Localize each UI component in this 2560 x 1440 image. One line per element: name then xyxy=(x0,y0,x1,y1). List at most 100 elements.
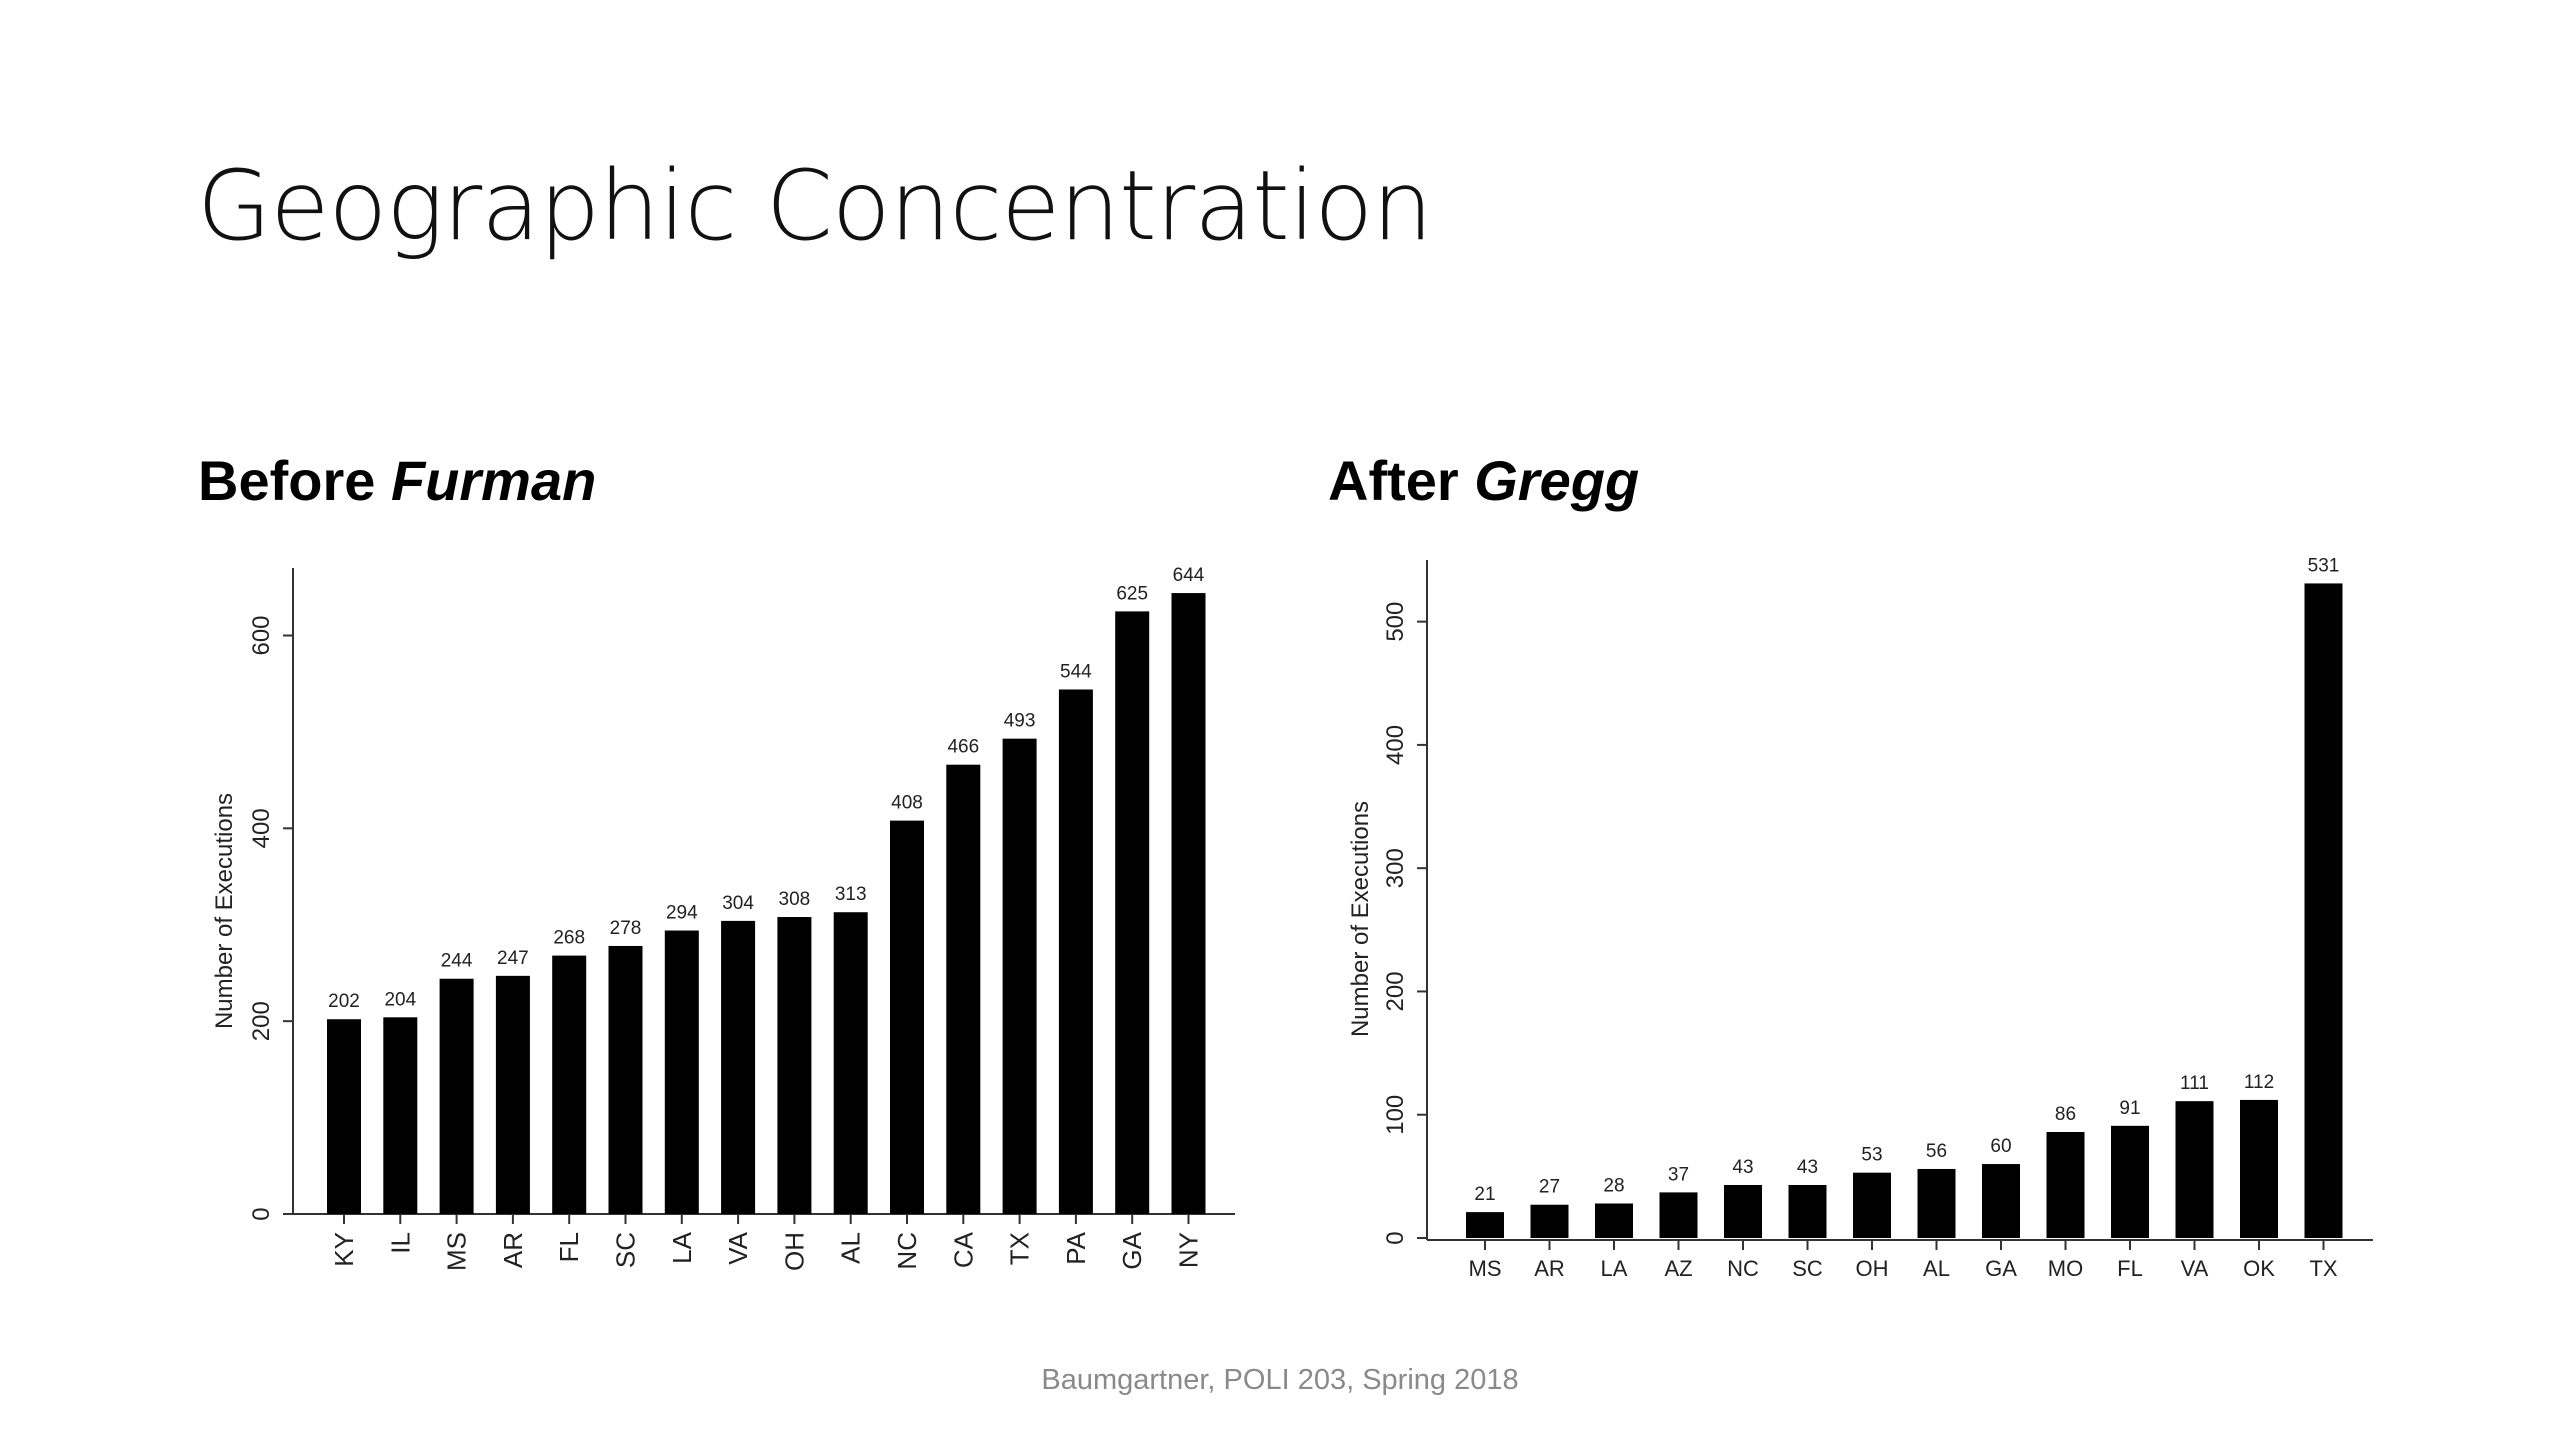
bar xyxy=(1917,1168,1956,1238)
data-label: 408 xyxy=(891,793,923,814)
data-label: 644 xyxy=(1173,565,1205,586)
bar xyxy=(2304,583,2343,1238)
bar xyxy=(608,945,643,1214)
x-tick-label: TX xyxy=(2309,1256,2337,1281)
bar xyxy=(777,917,812,1214)
x-tick-label: NY xyxy=(1174,1232,1204,1268)
y-tick-label: 500 xyxy=(1382,602,1409,642)
y-axis-label: Number of Executions xyxy=(1347,801,1374,1037)
right-panel-title-italic: Gregg xyxy=(1474,449,1640,512)
x-tick-label: SC xyxy=(611,1232,641,1268)
data-label: 531 xyxy=(2308,555,2340,576)
y-tick-label: 300 xyxy=(1382,848,1409,888)
x-tick-label: MO xyxy=(2048,1256,2083,1281)
bar xyxy=(1530,1204,1569,1238)
x-tick-label: GA xyxy=(1985,1256,2017,1281)
x-tick-label: IL xyxy=(385,1232,415,1254)
data-label: 493 xyxy=(1004,711,1036,732)
bar xyxy=(2111,1125,2149,1238)
left-panel-title-italic: Furman xyxy=(390,449,597,512)
bar xyxy=(833,912,868,1214)
data-label: 91 xyxy=(2119,1098,2140,1119)
bar xyxy=(2046,1131,2085,1238)
data-label: 27 xyxy=(1539,1177,1560,1198)
data-label: 112 xyxy=(2244,1072,2274,1093)
bar xyxy=(1595,1203,1633,1238)
after-gregg-chart: 0 100 200 300 400 500 Number of Executions 21 MS… xyxy=(1347,555,2373,1281)
data-label: 53 xyxy=(1861,1145,1882,1166)
x-tick-label: MS xyxy=(442,1232,472,1271)
x-tick-label: AL xyxy=(836,1232,866,1264)
data-label: 202 xyxy=(328,991,360,1012)
x-tick-label: VA xyxy=(723,1231,753,1264)
x-tick-label: OK xyxy=(2243,1256,2275,1281)
bar xyxy=(946,764,981,1214)
bar xyxy=(1171,593,1206,1214)
y-axis-label: Number of Executions xyxy=(211,793,238,1029)
data-label: 278 xyxy=(610,918,642,939)
y-tick-label: 100 xyxy=(1382,1095,1409,1135)
bar xyxy=(2175,1101,2214,1238)
y-tick-label: 600 xyxy=(248,615,275,655)
x-tick-label: FL xyxy=(2117,1256,2143,1281)
data-label: 308 xyxy=(779,889,811,910)
bar xyxy=(1853,1172,1891,1238)
data-label: 56 xyxy=(1926,1141,1947,1162)
data-label: 466 xyxy=(947,737,979,758)
data-label: 204 xyxy=(384,989,416,1010)
bar xyxy=(890,820,924,1214)
bar xyxy=(439,978,474,1214)
y-tick-label: 200 xyxy=(248,1001,275,1041)
slide-footer: Baumgartner, POLI 203, Spring 2018 xyxy=(1041,1364,1519,1396)
x-tick-label: SC xyxy=(1792,1256,1823,1281)
x-tick-label: LA xyxy=(667,1231,697,1263)
x-tick-label: VA xyxy=(2181,1256,2209,1281)
left-panel-title: Before Furman xyxy=(198,448,596,513)
bar xyxy=(1002,738,1037,1214)
left-panel-title-plain: Before xyxy=(198,449,391,512)
data-label: 313 xyxy=(835,884,867,905)
data-label: 28 xyxy=(1603,1175,1624,1196)
x-tick-label: LA xyxy=(1601,1256,1628,1281)
x-tick-label: AZ xyxy=(1664,1256,1692,1281)
x-tick-label: GA xyxy=(1117,1231,1147,1269)
data-label: 43 xyxy=(1732,1157,1753,1178)
x-tick-label: OH xyxy=(779,1232,809,1271)
x-tick-label: NC xyxy=(892,1232,922,1270)
y-tick-label: 200 xyxy=(1382,971,1409,1011)
data-label: 244 xyxy=(441,951,473,972)
right-panel-title-plain: After xyxy=(1328,449,1475,512)
bar xyxy=(721,920,756,1214)
x-tick-label: PA xyxy=(1061,1231,1091,1264)
slide-title: Geographic Concentration xyxy=(197,150,1433,262)
data-label: 60 xyxy=(1990,1136,2011,1157)
right-panel-title: After Gregg xyxy=(1328,448,1639,513)
bar xyxy=(495,975,530,1214)
data-label: 625 xyxy=(1116,583,1148,604)
bar xyxy=(1788,1184,1827,1238)
bar xyxy=(664,930,699,1214)
y-tick-label: 0 xyxy=(248,1207,275,1220)
data-label: 304 xyxy=(722,893,754,914)
bar xyxy=(1659,1192,1698,1238)
bar xyxy=(1982,1164,2020,1238)
x-tick-label: OH xyxy=(1856,1256,1889,1281)
bar xyxy=(327,1019,361,1214)
data-label: 43 xyxy=(1797,1157,1818,1178)
bar xyxy=(383,1017,418,1214)
y-tick-label: 0 xyxy=(1382,1231,1409,1244)
data-label: 247 xyxy=(497,948,529,969)
data-label: 268 xyxy=(553,928,585,949)
x-tick-label: FL xyxy=(554,1232,584,1262)
data-label: 111 xyxy=(2180,1073,2209,1094)
bar xyxy=(1058,689,1093,1214)
before-furman-chart: 0 200 400 600 Number of Executions 202 KY 204 IL… xyxy=(211,565,1235,1271)
data-label: 544 xyxy=(1060,661,1092,682)
x-tick-label: KY xyxy=(329,1232,359,1267)
bar xyxy=(2240,1099,2278,1238)
x-tick-label: MS xyxy=(1469,1256,1502,1281)
bar xyxy=(1466,1212,1504,1238)
x-tick-label: AL xyxy=(1923,1256,1950,1281)
bar xyxy=(552,955,587,1214)
data-label: 37 xyxy=(1668,1164,1689,1185)
